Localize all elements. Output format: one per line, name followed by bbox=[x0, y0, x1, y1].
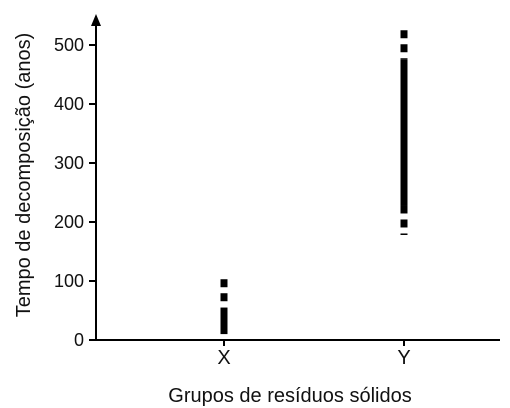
range-dashed-high-y bbox=[400, 44, 408, 53]
y-tick-label: 0 bbox=[74, 330, 84, 350]
range-solid-y bbox=[400, 59, 408, 206]
x-category-label: Y bbox=[397, 347, 410, 369]
y-tick-label: 300 bbox=[54, 153, 84, 173]
range-dashed-high-y bbox=[400, 58, 408, 60]
y-axis-label: Tempo de decomposição (anos) bbox=[13, 33, 35, 318]
y-tick-label: 100 bbox=[54, 271, 84, 291]
range-dashed-x bbox=[220, 293, 228, 302]
y-tick-label: 200 bbox=[54, 212, 84, 232]
x-category-label: X bbox=[217, 347, 230, 369]
y-tick-label: 400 bbox=[54, 94, 84, 114]
range-marks bbox=[220, 30, 408, 335]
axes bbox=[91, 14, 500, 341]
x-axis-label: Grupos de resíduos sólidos bbox=[168, 385, 411, 407]
range-dashed-low-y bbox=[400, 205, 408, 214]
y-ticks: 0 100 200 300 400 500 bbox=[54, 35, 96, 350]
range-dashed-low-y bbox=[400, 233, 408, 235]
range-dashed-high-y bbox=[400, 30, 408, 39]
range-dashed-low-y bbox=[400, 219, 408, 228]
range-dashed-x bbox=[220, 279, 228, 288]
y-tick-label: 500 bbox=[54, 35, 84, 55]
y-axis-arrow bbox=[91, 14, 101, 26]
range-solid-x bbox=[220, 307, 228, 335]
